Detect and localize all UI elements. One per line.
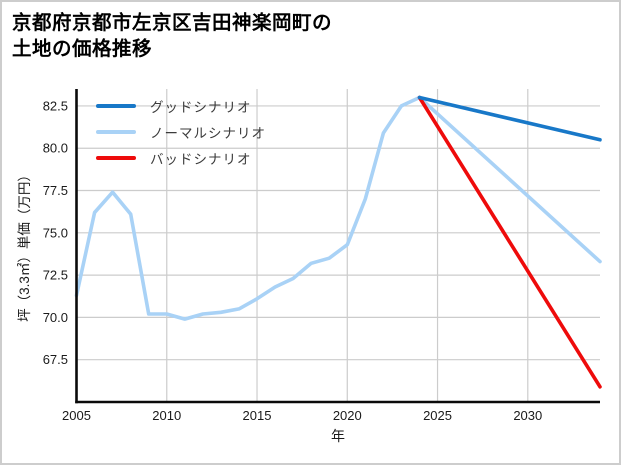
legend-swatch-normal (96, 130, 136, 134)
legend-swatch-good (96, 104, 136, 108)
x-tick-label-2030: 2030 (513, 408, 542, 423)
legend-item-good: グッドシナリオ (96, 93, 266, 119)
x-tick-label-2010: 2010 (152, 408, 181, 423)
legend-item-normal: ノーマルシナリオ (96, 119, 266, 145)
y-tick-label-77.5: 77.5 (43, 183, 68, 198)
x-tick-label-2025: 2025 (423, 408, 452, 423)
y-tick-label-67.5: 67.5 (43, 352, 68, 367)
y-tick-label-70: 70.0 (43, 310, 68, 325)
y-tick-label-72.5: 72.5 (43, 268, 68, 283)
y-tick-label-75: 75.0 (43, 225, 68, 240)
chart-legend: グッドシナリオ ノーマルシナリオ バッドシナリオ (96, 93, 266, 171)
legend-label-normal: ノーマルシナリオ (150, 126, 266, 141)
legend-item-bad: バッドシナリオ (96, 145, 266, 171)
series-line-normal (74, 95, 602, 321)
chart-title-line1: 京都府京都市左京区吉田神楽岡町の (12, 12, 333, 34)
series-line-bad (417, 95, 602, 389)
y-axis-label: 坪（3.3㎡）単価（万円） (17, 168, 32, 322)
legend-swatch-bad (96, 156, 136, 160)
y-tick-label-82.5: 82.5 (43, 98, 68, 113)
chart-title-line2: 土地の価格推移 (12, 38, 153, 60)
series-line-good (417, 95, 602, 142)
chart-title: 京都府京都市左京区吉田神楽岡町の 土地の価格推移 (12, 10, 332, 62)
y-tick-label-80: 80.0 (43, 141, 68, 156)
x-tick-label-2005: 2005 (62, 408, 91, 423)
x-axis-label: 年 (331, 428, 345, 444)
x-tick-label-2015: 2015 (243, 408, 272, 423)
legend-label-bad: バッドシナリオ (150, 152, 252, 167)
x-tick-label-2020: 2020 (333, 408, 362, 423)
legend-label-good: グッドシナリオ (150, 100, 252, 115)
